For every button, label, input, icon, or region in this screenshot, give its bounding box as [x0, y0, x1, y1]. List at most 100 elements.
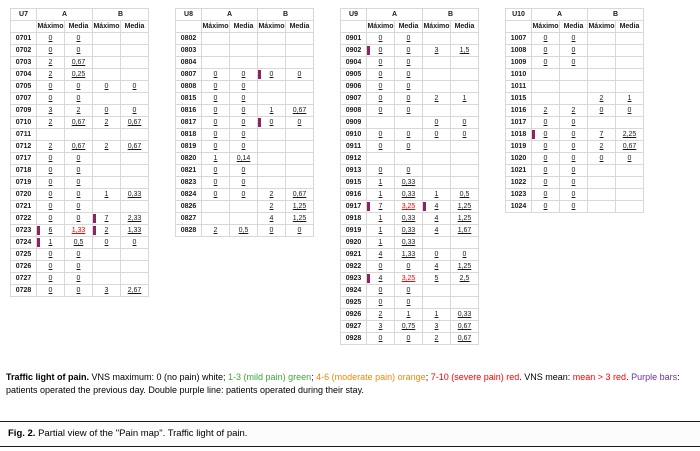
pain-cell: 0 [394, 284, 423, 297]
pain-value: 0 [213, 179, 218, 186]
pain-row: 0720 0 0 1 0,33 [10, 188, 149, 201]
pain-row: 0702 0 0 [10, 44, 149, 57]
pain-value: 0 [378, 143, 383, 150]
pain-cell: 5 [422, 272, 451, 285]
pain-cell: 0 [64, 164, 93, 177]
row-code: 0926 [340, 308, 367, 321]
pain-value: 0 [627, 155, 632, 162]
pain-cell: 0,33 [394, 224, 423, 237]
pain-value: 3 [434, 47, 439, 54]
pain-value: 0 [76, 215, 81, 222]
pain-value: 4 [378, 251, 383, 258]
pain-value: 0 [462, 119, 467, 126]
pain-value: 0 [378, 167, 383, 174]
pain-cell: 0,5 [450, 188, 479, 201]
sub-header: Máximo [36, 20, 65, 33]
pain-row: 1010 [505, 68, 644, 81]
row-code: 1023 [505, 188, 532, 201]
pain-cell: 0 [366, 164, 395, 177]
row-code: 1009 [505, 56, 532, 69]
pain-row: 0709 3 2 0 0 [10, 104, 149, 117]
pain-cell: 0 [229, 176, 258, 189]
pain-cell [92, 260, 121, 273]
pain-cell: 0 [559, 140, 588, 153]
row-code: 0922 [340, 260, 367, 273]
row-code: 0902 [340, 44, 367, 57]
pain-value: 0 [406, 47, 411, 54]
pain-value: 0,67 [292, 107, 307, 114]
row-code: 0906 [340, 80, 367, 93]
pain-cell [257, 164, 286, 177]
row-code: 0802 [175, 32, 202, 45]
pain-cell: 0 [587, 152, 616, 165]
sub-header: Máximo [531, 20, 560, 33]
pain-cell [559, 68, 588, 81]
row-code: 1016 [505, 104, 532, 117]
column-group-a: A [366, 8, 423, 21]
pain-value: 0 [434, 131, 439, 138]
pain-cell: 0 [229, 140, 258, 153]
pain-cell [201, 212, 230, 225]
column-group-b: B [257, 8, 314, 21]
pain-value: 0 [48, 203, 53, 210]
pain-cell: 1 [394, 308, 423, 321]
pain-value: 0 [76, 191, 81, 198]
row-code: 0924 [340, 284, 367, 297]
purple-bar [532, 130, 535, 139]
row-code: 0920 [340, 236, 367, 249]
pain-cell: 0 [201, 92, 230, 105]
pain-row: 1015 2 1 [505, 92, 644, 105]
pain-cell: 0 [64, 80, 93, 93]
pain-cell [615, 56, 644, 69]
pain-value: 0 [406, 299, 411, 306]
pain-cell: 0 [531, 128, 560, 141]
pain-value: 0 [406, 83, 411, 90]
column-group-b: B [587, 8, 644, 21]
pain-cell [36, 128, 65, 141]
pain-cell: 1,25 [450, 212, 479, 225]
pain-cell: 1 [366, 212, 395, 225]
pain-tables: U7 A B Máximo Media Máximo Media 0701 0 0 0702 0 0 07… [10, 8, 644, 345]
pain-cell: 2 [422, 92, 451, 105]
pain-cell [92, 128, 121, 141]
pain-cell: 0 [36, 164, 65, 177]
pain-cell: 0 [366, 68, 395, 81]
pain-value: 0 [571, 191, 576, 198]
pain-value: 1 [213, 155, 218, 162]
pain-cell: 2 [36, 68, 65, 81]
pain-table-u10: U10 A B Máximo Media Máximo Media 1007 0 0 1008 0 0 1… [505, 8, 644, 213]
pain-value: 2 [599, 95, 604, 102]
pain-cell: 0 [229, 164, 258, 177]
pain-value: 0 [213, 167, 218, 174]
pain-cell: 0,75 [394, 320, 423, 333]
row-code: 0824 [175, 188, 202, 201]
pain-row: 0818 0 0 [175, 128, 314, 141]
pain-value: 0 [132, 83, 137, 90]
pain-value: 0,67 [71, 143, 86, 150]
pain-cell: 0 [229, 104, 258, 117]
pain-cell: 0 [366, 284, 395, 297]
pain-cell [422, 68, 451, 81]
pain-cell: 1 [366, 188, 395, 201]
pain-cell [587, 44, 616, 57]
pain-row: 0728 0 0 3 2,67 [10, 284, 149, 297]
pain-cell: 0 [64, 32, 93, 45]
pain-cell [587, 80, 616, 93]
row-code: 0719 [10, 176, 37, 189]
spacer-cell [10, 20, 37, 33]
pain-cell: 2 [36, 140, 65, 153]
pain-cell: 0 [257, 116, 286, 129]
pain-cell: 0 [92, 80, 121, 93]
row-code: 0803 [175, 44, 202, 57]
pain-cell: 4 [422, 212, 451, 225]
pain-value: 0 [378, 263, 383, 270]
unit-label: U10 [505, 8, 532, 21]
row-code: 1021 [505, 164, 532, 177]
pain-cell: 0 [64, 92, 93, 105]
pain-value: 0 [132, 107, 137, 114]
pain-value: 0 [378, 59, 383, 66]
pain-cell: 2,67 [120, 284, 149, 297]
pain-cell [422, 296, 451, 309]
sub-header: Máximo [92, 20, 121, 33]
pain-value: 0 [571, 179, 576, 186]
